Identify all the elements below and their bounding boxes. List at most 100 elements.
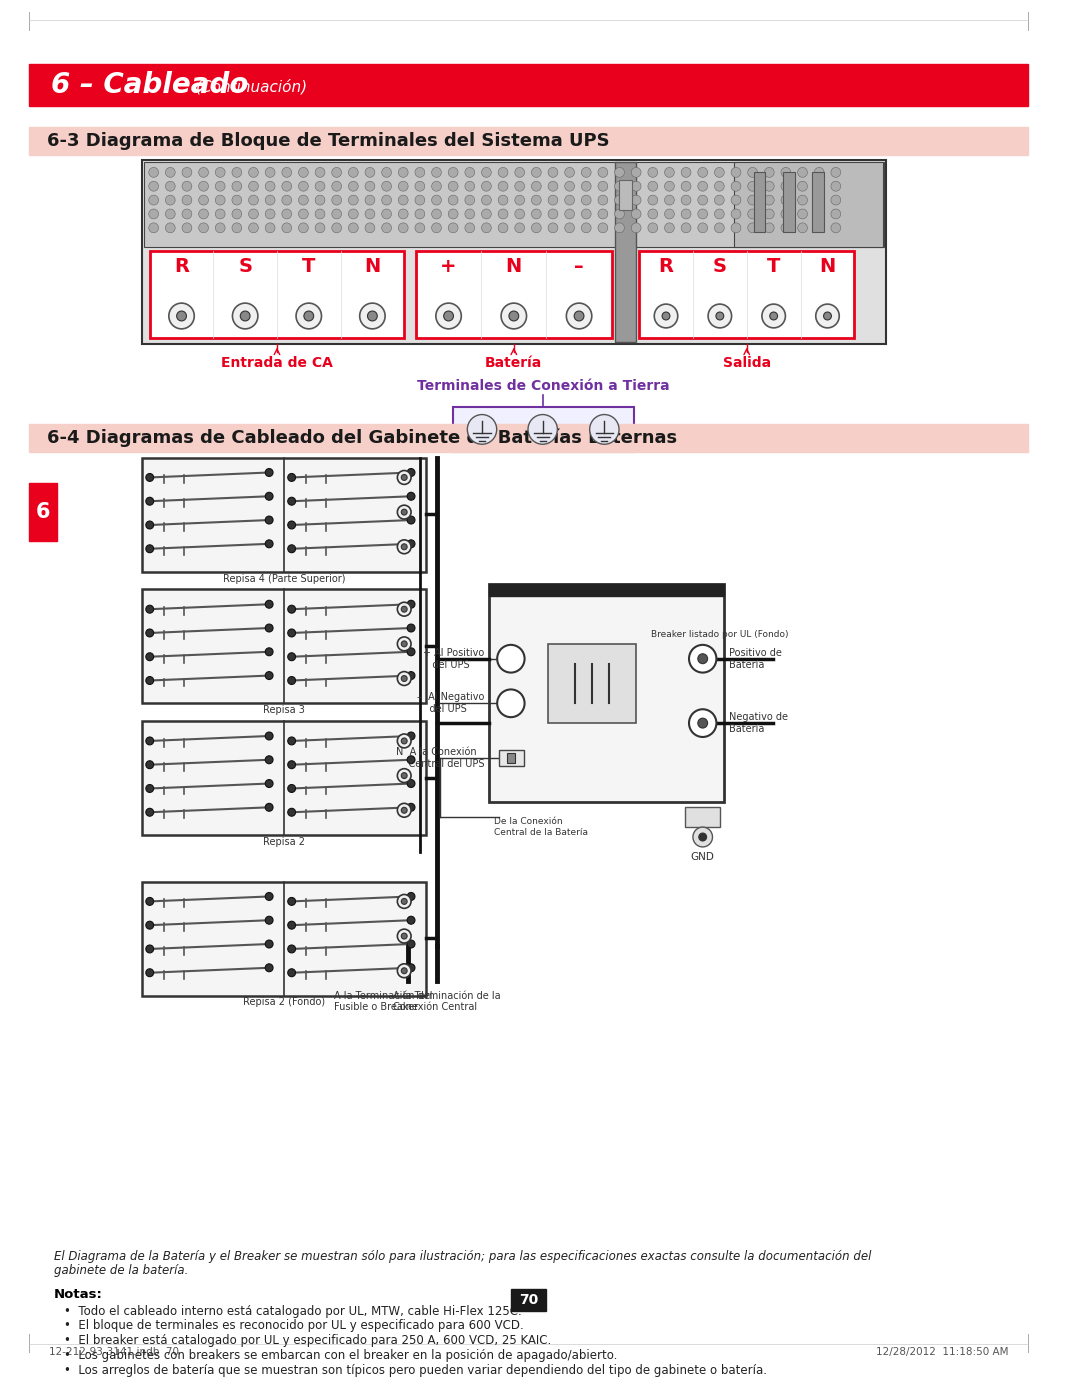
Circle shape: [287, 521, 296, 529]
Circle shape: [747, 196, 757, 205]
Circle shape: [515, 182, 525, 191]
Circle shape: [715, 223, 725, 233]
Circle shape: [590, 414, 619, 445]
Circle shape: [415, 223, 424, 233]
Circle shape: [509, 311, 518, 321]
Circle shape: [824, 313, 832, 319]
Text: •  Todo el cableado interno está catalogado por UL, MTW, cable Hi-Flex 125C.: • Todo el cableado interno está cataloga…: [64, 1304, 522, 1318]
Circle shape: [615, 168, 624, 178]
Circle shape: [287, 737, 296, 745]
Circle shape: [407, 672, 415, 679]
Circle shape: [365, 223, 375, 233]
Circle shape: [146, 521, 153, 529]
Circle shape: [215, 168, 225, 178]
Bar: [619, 180, 632, 211]
Bar: [141, 881, 426, 996]
Circle shape: [765, 209, 774, 219]
Circle shape: [528, 414, 557, 445]
Circle shape: [407, 733, 415, 739]
Text: 70: 70: [518, 1293, 538, 1307]
Circle shape: [282, 182, 292, 191]
Text: De la Conexión
Central de la Batería: De la Conexión Central de la Batería: [495, 817, 589, 837]
Circle shape: [287, 785, 296, 792]
Circle shape: [715, 182, 725, 191]
Bar: [511, 1289, 546, 1311]
Text: +: +: [441, 257, 457, 275]
Text: Terminales de Conexión a Tierra: Terminales de Conexión a Tierra: [417, 380, 670, 394]
Circle shape: [360, 303, 386, 329]
Circle shape: [815, 304, 839, 328]
Circle shape: [381, 223, 391, 233]
Text: •  El bloque de terminales es reconocido por UL y especificado para 600 VCD.: • El bloque de terminales es reconocido …: [64, 1319, 524, 1333]
Circle shape: [501, 303, 527, 329]
Circle shape: [765, 223, 774, 233]
Circle shape: [266, 223, 275, 233]
Circle shape: [548, 182, 558, 191]
Circle shape: [232, 303, 258, 329]
Circle shape: [287, 653, 296, 661]
Circle shape: [693, 828, 713, 847]
Text: 6-3 Diagrama de Bloque de Terminales del Sistema UPS: 6-3 Diagrama de Bloque de Terminales del…: [46, 132, 609, 150]
Bar: [29, 483, 57, 541]
Circle shape: [232, 196, 242, 205]
Circle shape: [747, 182, 757, 191]
Circle shape: [565, 223, 575, 233]
Circle shape: [664, 196, 674, 205]
Circle shape: [482, 182, 491, 191]
Circle shape: [402, 509, 407, 515]
Circle shape: [581, 196, 591, 205]
Circle shape: [402, 738, 407, 744]
Circle shape: [397, 895, 411, 909]
Circle shape: [146, 474, 153, 482]
Circle shape: [287, 945, 296, 953]
Circle shape: [402, 968, 407, 974]
Circle shape: [581, 209, 591, 219]
Circle shape: [598, 209, 608, 219]
Circle shape: [716, 313, 724, 319]
Circle shape: [240, 311, 251, 321]
Circle shape: [266, 540, 273, 548]
Text: Repisa 2: Repisa 2: [262, 837, 305, 847]
Circle shape: [381, 196, 391, 205]
Text: •  Los gabinetes con breakers se embarcan con el breaker en la posición de apaga: • Los gabinetes con breakers se embarcan…: [64, 1349, 617, 1362]
Circle shape: [282, 196, 292, 205]
Circle shape: [565, 196, 575, 205]
Bar: [615, 162, 636, 341]
Bar: [499, 750, 524, 766]
Text: N: N: [820, 257, 836, 275]
Circle shape: [581, 182, 591, 191]
Circle shape: [282, 209, 292, 219]
Circle shape: [814, 168, 824, 178]
Circle shape: [402, 934, 407, 939]
Circle shape: [407, 540, 415, 548]
Circle shape: [831, 168, 840, 178]
Circle shape: [648, 182, 658, 191]
Circle shape: [248, 182, 258, 191]
Circle shape: [215, 223, 225, 233]
Circle shape: [248, 223, 258, 233]
Circle shape: [287, 497, 296, 505]
Circle shape: [199, 209, 208, 219]
Circle shape: [303, 311, 313, 321]
Circle shape: [402, 898, 407, 905]
Circle shape: [681, 168, 691, 178]
Circle shape: [266, 672, 273, 679]
Circle shape: [648, 168, 658, 178]
Circle shape: [482, 209, 491, 219]
Circle shape: [482, 223, 491, 233]
Circle shape: [381, 209, 391, 219]
Circle shape: [146, 676, 153, 684]
Circle shape: [266, 803, 273, 811]
Circle shape: [681, 196, 691, 205]
Circle shape: [548, 168, 558, 178]
Circle shape: [498, 209, 508, 219]
Circle shape: [598, 168, 608, 178]
Circle shape: [415, 168, 424, 178]
Circle shape: [146, 785, 153, 792]
Circle shape: [654, 304, 678, 328]
Circle shape: [598, 182, 608, 191]
Text: A la Terminación del
Fusible o Breaker: A la Terminación del Fusible o Breaker: [335, 990, 433, 1012]
Circle shape: [531, 182, 541, 191]
Circle shape: [287, 606, 296, 613]
Circle shape: [731, 182, 741, 191]
